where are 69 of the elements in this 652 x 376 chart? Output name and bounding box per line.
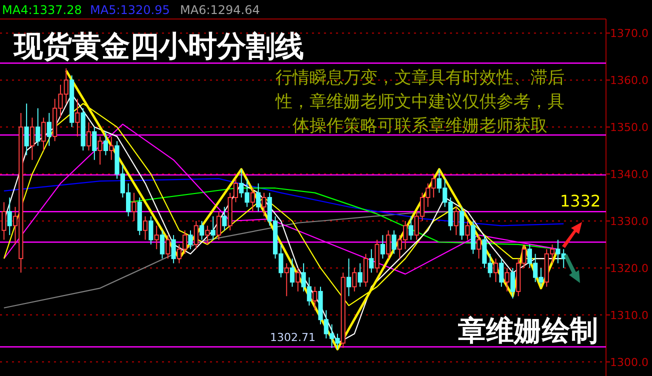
candlestick — [256, 182, 261, 212]
candlestick — [24, 103, 29, 156]
annotation: 章维姗绘制 — [457, 314, 598, 347]
candlestick — [465, 220, 470, 240]
candlestick — [166, 234, 170, 260]
candlestick — [380, 234, 386, 260]
candlestick — [222, 206, 227, 231]
candlestick — [369, 248, 374, 274]
candlestick — [36, 108, 40, 146]
candlestick — [92, 126, 97, 160]
candlestick — [296, 267, 300, 292]
candlestick — [408, 216, 414, 240]
y-tick-label: 1370.0 — [610, 27, 648, 40]
candlestick — [386, 230, 391, 260]
candlestick — [312, 286, 318, 311]
candlestick — [200, 220, 204, 240]
y-tick-label: 1330.0 — [610, 214, 648, 228]
candlestick — [142, 216, 148, 240]
annotation: 1302.71 — [270, 331, 316, 344]
candlestick — [346, 258, 352, 297]
candlestick — [205, 225, 210, 245]
candlestick — [358, 262, 362, 288]
y-tick-label: 1360.0 — [610, 74, 648, 88]
candlestick — [194, 220, 198, 250]
candlestick — [41, 117, 46, 152]
candlestick — [454, 206, 458, 236]
candlestick — [75, 98, 80, 137]
candlestick — [86, 122, 92, 152]
candlestick — [363, 253, 368, 288]
candlestick — [250, 188, 255, 212]
text: MA4:1337.28 — [2, 3, 82, 17]
candlestick — [148, 216, 154, 245]
candlestick — [493, 258, 498, 283]
candlestick — [7, 197, 12, 236]
candlestick — [392, 230, 396, 254]
ref-line-label: 1332 — [560, 192, 601, 211]
candlestick — [216, 211, 222, 240]
candlestick — [46, 112, 52, 146]
candlestick — [30, 117, 35, 160]
annotation: 行情瞬息万变，文章具有时效性、滞后性，章维姗老师文中建议仅供参考，具体操作策略可联系章维姗老师获取 — [274, 68, 564, 136]
y-tick-label: 1320.0 — [610, 262, 648, 275]
candlestick — [109, 136, 114, 160]
line-series — [3, 211, 457, 308]
candlestick — [132, 192, 136, 222]
y-tick-label: 1310.0 — [610, 308, 648, 322]
candlestick — [210, 216, 216, 240]
y-tick-label: 1340.0 — [610, 168, 648, 182]
candlestick — [171, 234, 176, 264]
candlestick — [98, 136, 102, 166]
candlestick — [103, 131, 108, 156]
text: MA5:1320.95 — [90, 3, 170, 17]
candlestick — [374, 239, 380, 274]
candlestick — [262, 192, 266, 217]
candlestick — [284, 262, 289, 297]
candlestick — [160, 230, 165, 260]
chart-title: 现货黄金四小时分割线 — [13, 29, 304, 63]
candlestick — [470, 220, 476, 254]
candlestick — [352, 267, 357, 292]
candlestick — [476, 234, 482, 260]
text: MA6:1294.64 — [180, 3, 260, 17]
candlestick — [290, 258, 295, 288]
y-tick-label: 1300.0 — [610, 356, 648, 369]
candlestick — [460, 206, 464, 240]
candlestick — [188, 230, 193, 250]
candlestick — [499, 258, 504, 288]
candlestick — [154, 225, 159, 250]
candlestick — [504, 267, 510, 292]
y-tick-label: 1350.0 — [610, 121, 648, 134]
candlestick — [510, 267, 516, 299]
